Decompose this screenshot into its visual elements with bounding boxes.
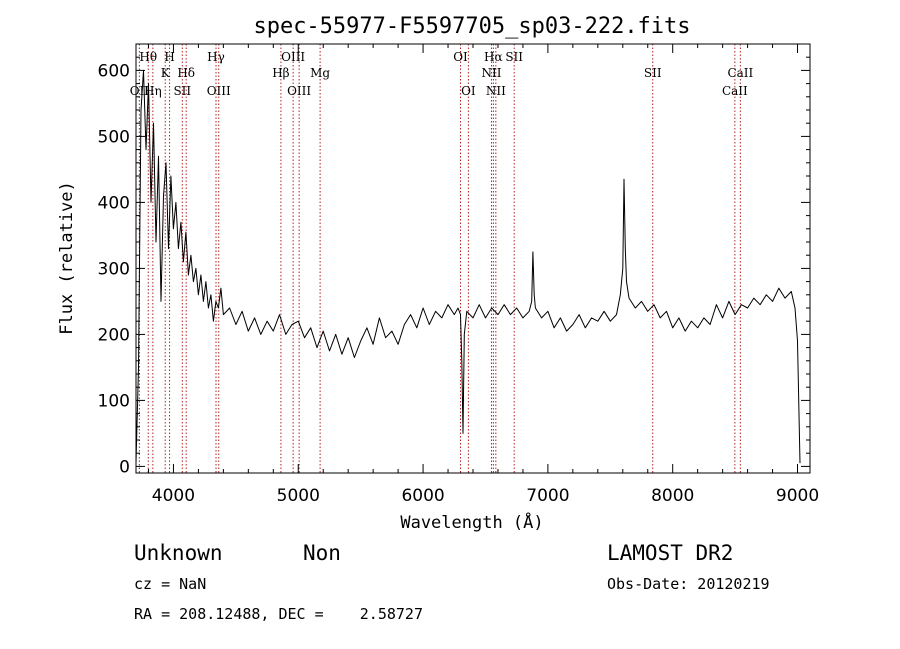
spectral-line-label: SII [173, 84, 191, 98]
x-tick-label: 4000 [152, 486, 195, 506]
spectral-line-labels: OIIHθHηKHSIIHδHγOIIIHβOIIIOIIIMgOIOINIIH… [130, 50, 754, 98]
y-axis-label: Flux (relative) [57, 181, 77, 335]
spectral-line-label: NII [486, 84, 506, 98]
spectral-line-label: OIII [287, 84, 311, 98]
spectrum-line-series-0 [135, 69, 801, 464]
y-tick-label: 200 [98, 325, 130, 345]
spectral-line-label: CaII [722, 84, 748, 98]
object-class: Unknown [134, 541, 223, 565]
y-tick-label: 500 [98, 127, 130, 147]
x-tick-label: 9000 [776, 486, 819, 506]
spectral-line-label: Hη [144, 84, 162, 98]
spectrum-series [135, 69, 801, 464]
spectral-line-label: Hγ [207, 50, 225, 64]
x-axis-ticks: 4000 5000 6000 7000 8000 9000 [147, 44, 819, 506]
y-axis-ticks: 0 100 200 300 400 500 600 [98, 56, 810, 477]
spectral-line-label: K [161, 66, 171, 80]
spectral-line-label: Hα [484, 50, 503, 64]
x-tick-label: 7000 [526, 486, 569, 506]
y-tick-label: 300 [98, 259, 130, 279]
x-tick-label: 8000 [651, 486, 694, 506]
redshift-cz: cz = NaN [134, 575, 206, 593]
spectral-line-label: H [164, 50, 174, 64]
spectral-line-label: Hδ [177, 66, 195, 80]
survey-name: LAMOST DR2 [607, 541, 733, 565]
object-subclass: Non [303, 541, 341, 565]
spectral-line-markers [138, 44, 741, 473]
y-tick-label: 600 [98, 61, 130, 81]
y-tick-label: 400 [98, 193, 130, 213]
y-tick-label: 0 [119, 457, 130, 477]
spectral-line-label: Hθ [139, 50, 157, 64]
x-tick-label: 5000 [277, 486, 320, 506]
spectral-line-label: OIII [281, 50, 305, 64]
ra-dec-coords: RA = 208.12488, DEC = 2.58727 [134, 605, 423, 623]
spectral-line-label: OIII [207, 84, 231, 98]
x-axis-label: Wavelength (Å) [400, 511, 543, 533]
spectral-line-label: OI [453, 50, 468, 64]
spectral-line-label: SII [505, 50, 523, 64]
spectral-line-label: Mg [310, 66, 330, 80]
chart-title: spec-55977-F5597705_sp03-222.fits [253, 14, 690, 39]
y-tick-label: 100 [98, 391, 130, 411]
spectral-line-label: CaII [727, 66, 753, 80]
spectral-line-label: NII [481, 66, 501, 80]
spectral-line-label: Hβ [272, 66, 289, 80]
spectral-line-label: SII [644, 66, 662, 80]
plot-frame [135, 43, 811, 474]
spectral-line-label: OI [461, 84, 476, 98]
x-tick-label: 6000 [401, 486, 444, 506]
obs-date: Obs-Date: 20120219 [607, 575, 770, 593]
